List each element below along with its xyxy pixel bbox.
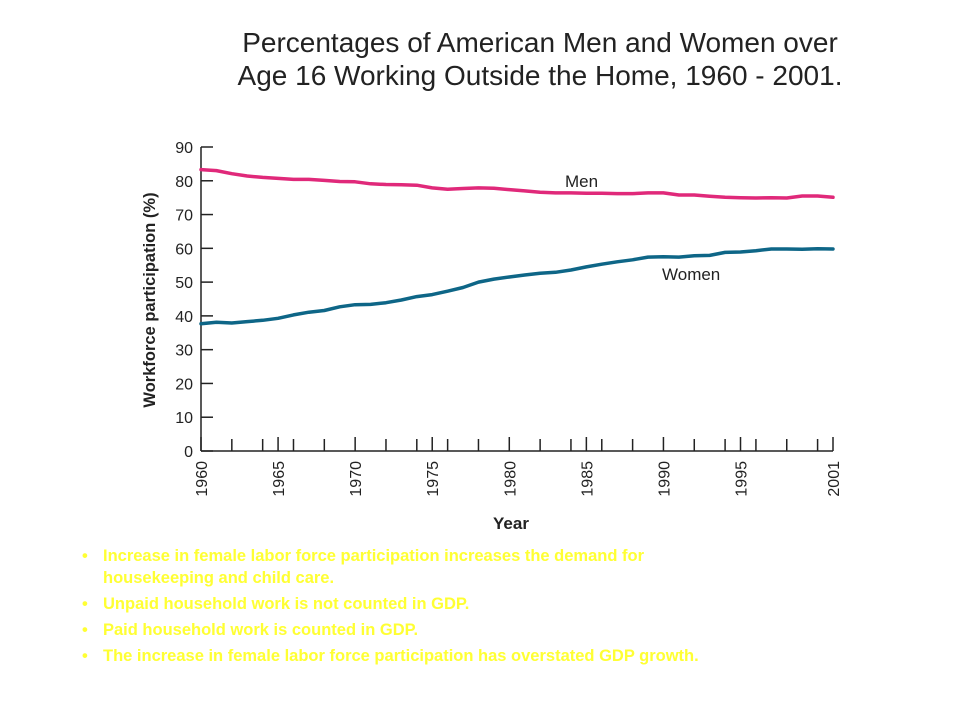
bullet-marker: •: [82, 621, 88, 639]
bullet-list: • Increase in female labor force partici…: [82, 545, 902, 671]
series-line-men: [199, 167, 835, 200]
x-tick-label: 1990: [656, 461, 673, 497]
x-axis: 1960 1965 1970 1975 1980 1985 1990 1995 2001: [194, 437, 843, 497]
y-tick-label: 0: [184, 444, 193, 461]
bullet-item: • Increase in female labor force partici…: [82, 545, 902, 589]
series-label-men: Men: [565, 172, 598, 191]
y-axis-label: Workforce participation (%): [141, 192, 159, 407]
series-lines: [199, 167, 835, 326]
bullet-marker: •: [82, 547, 88, 565]
x-tick-label: 1975: [425, 461, 442, 497]
x-tick-label: 1980: [502, 461, 519, 497]
bullet-text: Paid household work is counted in GDP.: [103, 621, 419, 639]
bullet-item: • Unpaid household work is not counted i…: [82, 593, 902, 615]
slide-title-line-1: Percentages of American Men and Women ov…: [242, 27, 838, 58]
bullet-marker: •: [82, 647, 88, 665]
bullet-item: • Paid household work is counted in GDP.: [82, 619, 902, 641]
y-axis: 0 10 20 30 40 50 60 70 80 90: [175, 140, 213, 461]
y-tick-label: 60: [175, 241, 193, 258]
x-tick-label: 1960: [194, 461, 211, 497]
bullet-item: • The increase in female labor force par…: [82, 645, 902, 667]
x-axis-label: Year: [493, 514, 529, 533]
x-tick-label: 1985: [579, 461, 596, 497]
x-tick-label: 1970: [348, 461, 365, 497]
y-tick-label: 80: [175, 174, 193, 191]
slide-title-line-2: Age 16 Working Outside the Home, 1960 - …: [237, 60, 843, 91]
x-tick-label: 1995: [734, 461, 751, 497]
x-tick-label: 1965: [271, 461, 288, 497]
bullet-text: housekeeping and child care.: [103, 569, 335, 587]
y-tick-label: 10: [175, 410, 193, 427]
bullet-text: Unpaid household work is not counted in …: [103, 595, 470, 613]
slide-title: Percentages of American Men and Women ov…: [150, 26, 930, 92]
x-tick-label: 2001: [826, 461, 843, 497]
y-tick-label: 70: [175, 208, 193, 225]
series-label-women: Women: [662, 265, 720, 284]
series-line-women: [199, 246, 835, 326]
y-tick-label: 30: [175, 343, 193, 360]
y-tick-label: 50: [175, 275, 193, 292]
bullet-text: Increase in female labor force participa…: [103, 547, 645, 565]
bullet-marker: •: [82, 595, 88, 613]
y-tick-label: 40: [175, 309, 193, 326]
y-tick-label: 20: [175, 376, 193, 393]
bullet-text: The increase in female labor force parti…: [103, 647, 699, 665]
y-tick-label: 90: [175, 140, 193, 157]
